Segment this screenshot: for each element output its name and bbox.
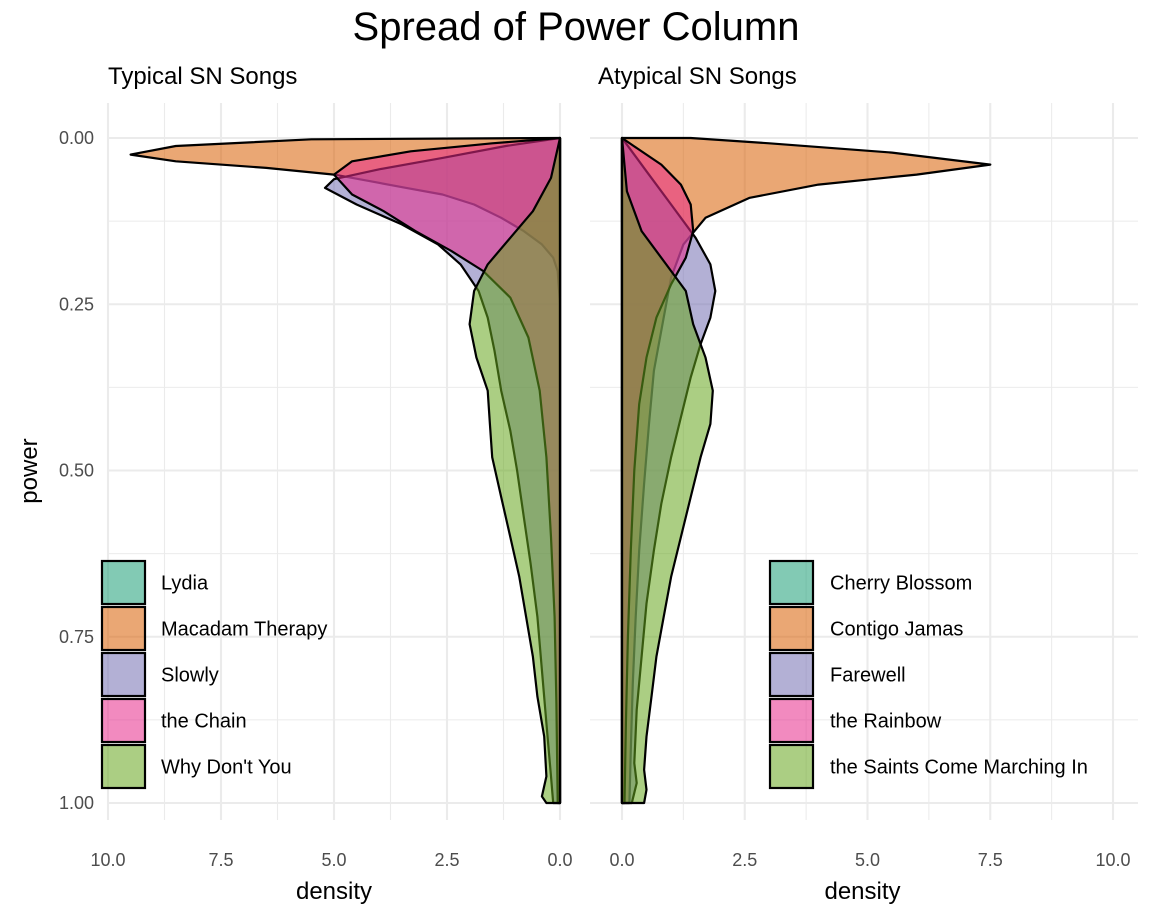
y-tick-label: 0.50 [59, 461, 94, 481]
density-area-why-don-t-you [468, 136, 562, 805]
legend-label: Macadam Therapy [161, 619, 327, 641]
panel-2: 0.0 2.5 5.0 7.5 10.0 Atypical SN Songs density… [590, 63, 1138, 905]
legend-label: Contigo Jamas [830, 619, 963, 641]
legend-label: Slowly [161, 665, 219, 687]
panels: 10.0 7.5 5.0 2.5 0.0 0.00 0.25 0.50 0.75 1.00 Typi… [59, 63, 1138, 905]
legend-label: Lydia [161, 573, 209, 595]
legend-key [100, 605, 147, 652]
y-tick-label: 0.75 [59, 627, 94, 647]
legend-key [100, 559, 147, 606]
y-axis-title: power [16, 438, 43, 503]
y-tick-label: 0.00 [59, 128, 94, 148]
x-tick-label: 5.0 [321, 850, 346, 870]
legend-key [100, 697, 147, 744]
x-tick-label: 10.0 [90, 850, 125, 870]
x-tick-label: 2.5 [732, 850, 757, 870]
chart-title: Spread of Power Column [353, 5, 800, 49]
x-tick-label: 0.0 [547, 850, 572, 870]
panel-title: Atypical SN Songs [598, 63, 797, 90]
legend-label: Cherry Blossom [830, 573, 972, 595]
x-tick-label: 7.5 [208, 850, 233, 870]
legend: Cherry Blossom Contigo Jamas Farewell the R… [768, 559, 1088, 790]
x-axis-title: density [824, 878, 900, 905]
legend-key [768, 605, 815, 652]
density-area-the-saints-come-marching-in [620, 136, 714, 805]
legend-label: the Rainbow [830, 711, 942, 733]
legend-key [100, 743, 147, 790]
legend-label: Why Don't You [161, 757, 292, 779]
panel-title: Typical SN Songs [108, 63, 297, 90]
x-tick-label: 7.5 [978, 850, 1003, 870]
legend-key [768, 559, 815, 606]
x-axis-title: density [296, 878, 372, 905]
y-tick-label: 0.25 [59, 294, 94, 314]
legend-key [768, 651, 815, 698]
legend-key [768, 743, 815, 790]
x-tick-label: 5.0 [855, 850, 880, 870]
legend-label: Farewell [830, 665, 906, 687]
legend-label: the Saints Come Marching In [830, 757, 1088, 779]
legend-key [100, 651, 147, 698]
x-tick-label: 10.0 [1095, 850, 1130, 870]
legend-key [768, 697, 815, 744]
x-tick-label: 2.5 [434, 850, 459, 870]
legend: Lydia Macadam Therapy Slowly the Chain Why D… [100, 559, 327, 790]
panel-1: 10.0 7.5 5.0 2.5 0.0 0.00 0.25 0.50 0.75 1.00 Typi… [59, 63, 573, 905]
x-tick-label: 0.0 [609, 850, 634, 870]
y-tick-label: 1.00 [59, 793, 94, 813]
legend-label: the Chain [161, 711, 247, 733]
